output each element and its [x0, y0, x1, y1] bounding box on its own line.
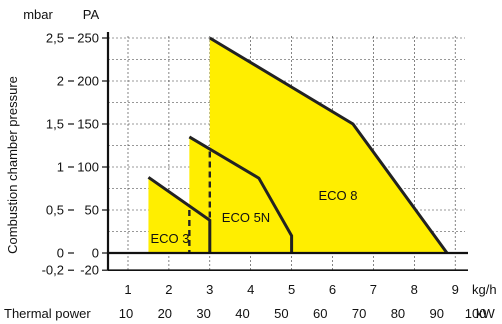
x-label-thermal-power: Thermal power	[4, 306, 91, 321]
x-tick-label-kgh: 7	[370, 282, 377, 297]
series-fills	[148, 38, 448, 253]
x-tick-label-kgh: 8	[411, 282, 418, 297]
x-tick-label-kgh: 1	[124, 282, 131, 297]
y-tick-label-pa: 250	[77, 31, 99, 46]
series-lines	[147, 36, 449, 254]
x-tick-label-kw: 30	[196, 306, 210, 321]
y-tick-label-mbar: 0	[57, 246, 64, 261]
x-tick-label-kw: 60	[313, 306, 327, 321]
y-tick-label-pa: 150	[77, 117, 99, 132]
x-tick-label-kw: 70	[352, 306, 366, 321]
y-tick-label-mbar: 2,5	[46, 31, 64, 46]
x-tick-label-kw: 10	[119, 306, 133, 321]
y-axis-label: Combustion chamber pressure	[5, 76, 20, 254]
y-tick-label-mbar: 1	[57, 160, 64, 175]
y-tick-label-mbar: 0,5	[46, 203, 64, 218]
series-label: ECO 5N	[222, 210, 270, 225]
y-tick-label-mbar: 2	[57, 74, 64, 89]
x-tick-label-kw: 80	[391, 306, 405, 321]
x-unit-kgh: kg/h	[472, 282, 497, 297]
y-tick-label-pa: 200	[77, 74, 99, 89]
x-tick-label-kgh: 4	[247, 282, 254, 297]
y-tick-label-pa: 50	[85, 203, 99, 218]
y-unit-mbar: mbar	[23, 7, 53, 22]
series-fill	[209, 38, 448, 253]
y-unit-pa: PA	[83, 7, 100, 22]
x-tick-label-kgh: 9	[452, 282, 459, 297]
x-unit-kw: kW	[476, 306, 496, 321]
y-tick-label-mbar: -0,2	[42, 263, 64, 278]
x-tick-label-kw: 90	[430, 306, 444, 321]
y-tick-label-pa: -20	[80, 263, 99, 278]
y-tick-label-pa: 0	[92, 246, 99, 261]
y-tick-label-mbar: 1,5	[46, 117, 64, 132]
x-tick-label-kw: 40	[235, 306, 249, 321]
y-tick-label-pa: 100	[77, 160, 99, 175]
series-label: ECO 3	[150, 231, 189, 246]
x-tick-label-kgh: 3	[206, 282, 213, 297]
x-tick-label-kgh: 2	[165, 282, 172, 297]
x-tick-label-kw: 50	[274, 306, 288, 321]
series-line	[209, 36, 449, 254]
axes	[68, 32, 468, 272]
series-labels: ECO 3 ECO 5N ECO 8	[150, 188, 357, 246]
x-tick-label-kw: 20	[158, 306, 172, 321]
series-line	[188, 135, 294, 253]
tick-labels: -20 0 50 100 150 200 250 -0,2 0 0,5 1 1,5 2 2,5 1 2 3 4 5 6…	[42, 31, 487, 322]
series-label: ECO 8	[318, 188, 357, 203]
x-tick-label-kgh: 5	[288, 282, 295, 297]
x-tick-label-kgh: 6	[329, 282, 336, 297]
x-tick-label-kw: 100	[465, 306, 487, 321]
